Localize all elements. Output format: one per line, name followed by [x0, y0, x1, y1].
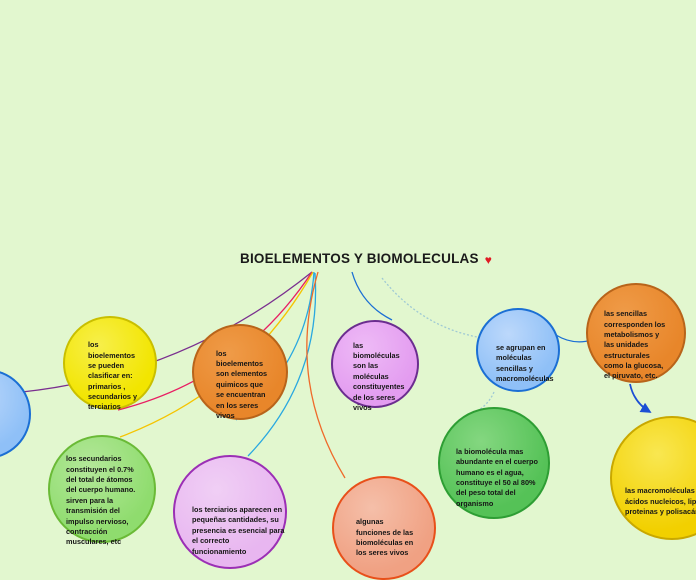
bubble-label: la biomolécula mas abundante en el cuerp…	[456, 446, 538, 508]
bubble-label: las biomoléculas son las moléculas const…	[353, 340, 405, 412]
bubble-label: se agrupan en moléculas sencillas y macr…	[496, 342, 554, 383]
bubble-secundarios[interactable]: los secundarios constituyen el 0.7% del …	[48, 435, 156, 546]
bubble-macromoleculas-tipos[interactable]: las macromoléculas los ácidos nucleicos,…	[610, 416, 696, 540]
bubble-label: los bioelementos se pueden clasificar en…	[88, 340, 138, 412]
bubble-terciarios[interactable]: los terciarios aparecen en pequeñas cant…	[173, 455, 287, 569]
bubble-label: los terciarios aparecen en pequeñas cant…	[192, 505, 285, 556]
bubble-bioelementos-clasificacion[interactable]: los bioelementos se pueden clasificar en…	[63, 316, 157, 412]
mindmap-canvas: los bioelementos se pueden clasificar en…	[0, 251, 696, 580]
bubble-funciones-biomoleculas[interactable]: algunas funciones de las biomoléculas en…	[332, 476, 436, 580]
edge-sencillas-to-macromoleculas	[629, 383, 652, 413]
page-title: BIOELEMENTOS Y BIOMOLECULAS ♥	[240, 251, 492, 266]
bubble-agua-abundante[interactable]: la biomolécula mas abundante en el cuerp…	[438, 407, 550, 519]
edge-to-biomoleculas	[351, 271, 393, 321]
heart-icon: ♥	[484, 252, 493, 267]
bubble-sencillas-metabolismos[interactable]: las sencillas corresponden los metabolis…	[586, 283, 686, 383]
bubble-label: los secundarios constituyen el 0.7% del …	[66, 454, 136, 547]
bubble-primarios[interactable]: ara las 3% s o	[0, 369, 31, 459]
bubble-label: algunas funciones de las biomoléculas en…	[356, 517, 414, 558]
bubble-label: los bioelementos son elementos quimicos …	[216, 348, 268, 420]
bubble-label: las macromoléculas los ácidos nucleicos,…	[625, 486, 696, 517]
page-title-text: BIOELEMENTOS Y BIOMOLECULAS	[240, 251, 479, 266]
bubble-bioelementos-definicion[interactable]: los bioelementos son elementos quimicos …	[192, 324, 288, 420]
bubble-agrupan-moleculas[interactable]: se agrupan en moléculas sencillas y macr…	[476, 308, 560, 392]
bubble-label: las sencillas corresponden los metabolis…	[604, 309, 666, 381]
bubble-biomoleculas-definicion[interactable]: las biomoléculas son las moléculas const…	[331, 320, 419, 412]
